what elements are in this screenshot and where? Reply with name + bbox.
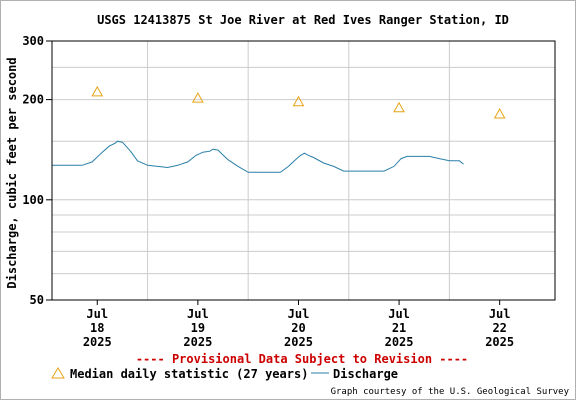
discharge-series xyxy=(52,140,464,173)
median-point xyxy=(192,92,204,103)
y-tick-label: 100 xyxy=(22,193,44,207)
provisional-notice: ---- Provisional Data Subject to Revisio… xyxy=(136,352,468,366)
x-tick-label: 18 xyxy=(90,321,104,335)
x-tick-label: 22 xyxy=(492,321,506,335)
x-tick-label: 2025 xyxy=(183,335,212,349)
credit-text: Graph courtesy of the U.S. Geological Su… xyxy=(331,387,570,397)
median-point xyxy=(292,95,305,107)
x-tick-label: 2025 xyxy=(83,335,112,349)
y-tick-label: 50 xyxy=(30,293,44,307)
y-axis-ticks: 50 100 200 300 xyxy=(22,34,52,307)
legend-median-label: Median daily statistic (27 years) xyxy=(70,367,308,381)
legend: Median daily statistic (27 years) Discha… xyxy=(51,367,398,381)
x-tick-label: Jul xyxy=(489,307,511,321)
x-axis-ticks: Jul182025Jul192025Jul202025Jul212025Jul2… xyxy=(83,300,514,349)
discharge-line xyxy=(52,140,464,173)
gridlines xyxy=(52,40,555,301)
x-tick-label: 2025 xyxy=(385,335,414,349)
median-point xyxy=(493,108,506,119)
chart-title: USGS 12413875 St Joe River at Red Ives R… xyxy=(97,13,509,27)
plot-area-border xyxy=(51,40,556,301)
y-tick-label: 200 xyxy=(22,93,44,107)
median-point xyxy=(393,101,405,113)
legend-median-triangle-icon xyxy=(51,367,65,379)
y-tick-label: 300 xyxy=(22,34,44,48)
x-tick-label: Jul xyxy=(388,307,410,321)
y-axis-label: Discharge, cubic feet per second xyxy=(5,57,19,288)
median-point xyxy=(91,85,104,97)
x-tick-label: 19 xyxy=(191,321,205,335)
legend-discharge-label: Discharge xyxy=(333,367,398,381)
x-tick-label: Jul xyxy=(86,307,108,321)
x-tick-label: Jul xyxy=(187,307,209,321)
median-series xyxy=(91,85,506,119)
x-tick-label: 20 xyxy=(291,321,305,335)
x-tick-label: 2025 xyxy=(485,335,514,349)
x-tick-label: 2025 xyxy=(284,335,313,349)
x-tick-label: 21 xyxy=(392,321,406,335)
x-tick-label: Jul xyxy=(288,307,310,321)
